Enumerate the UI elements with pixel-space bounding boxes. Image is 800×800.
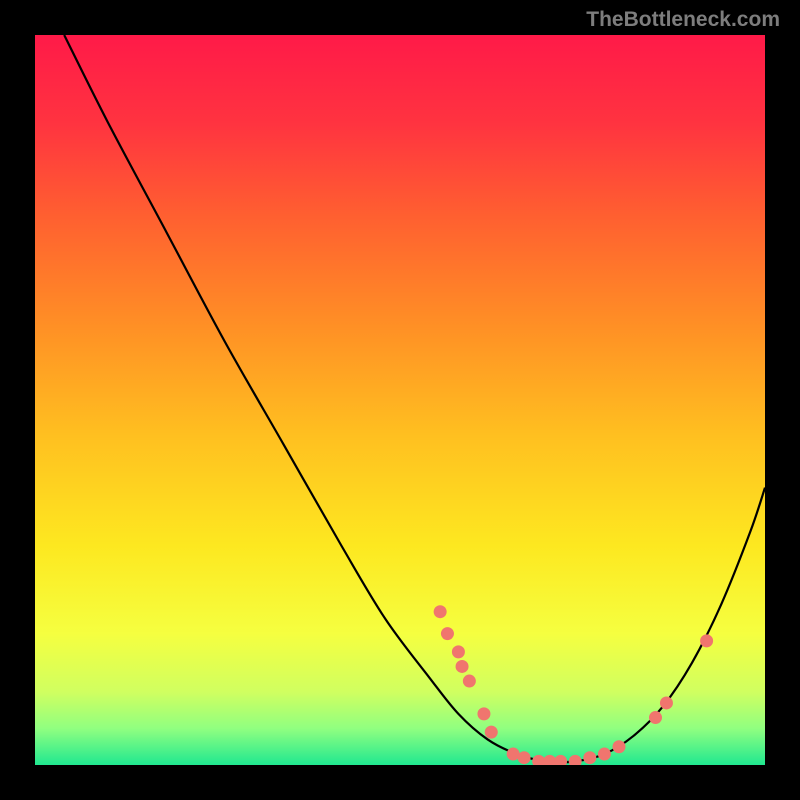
data-marker [649, 711, 662, 724]
data-marker [518, 751, 531, 764]
data-marker [613, 740, 626, 753]
data-marker [456, 660, 469, 673]
data-marker [700, 634, 713, 647]
chart-curve [35, 35, 765, 765]
data-marker [660, 696, 673, 709]
chart-container [35, 35, 765, 765]
watermark-text: TheBottleneck.com [586, 8, 780, 32]
data-marker [554, 755, 567, 765]
data-marker [532, 755, 545, 765]
data-marker [569, 755, 582, 765]
data-marker [477, 707, 490, 720]
data-marker [434, 605, 447, 618]
data-marker [485, 726, 498, 739]
data-marker [452, 645, 465, 658]
data-marker [583, 751, 596, 764]
data-marker [543, 755, 556, 765]
data-marker [598, 748, 611, 761]
data-marker [441, 627, 454, 640]
data-marker [463, 675, 476, 688]
